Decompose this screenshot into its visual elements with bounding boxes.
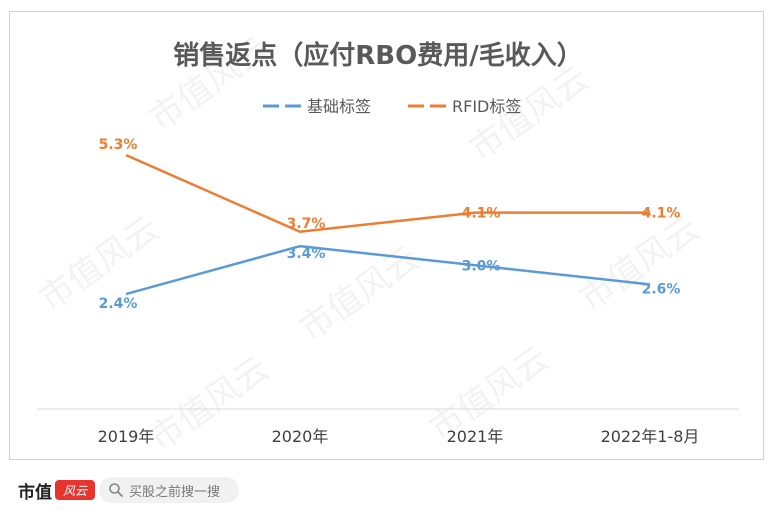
search-icon — [109, 483, 123, 497]
search-placeholder: 买股之前搜一搜 — [129, 484, 221, 500]
search-box[interactable]: 买股之前搜一搜 — [99, 477, 239, 503]
footer: 市值 风云 买股之前搜一搜 — [0, 465, 776, 514]
data-label: 3.4% — [287, 246, 326, 262]
chart-title: 销售返点（应付RBO费用/毛收入） — [173, 40, 582, 71]
data-label: 3.7% — [287, 216, 326, 232]
x-tick-label: 2019年 — [98, 427, 155, 446]
x-tick-labels: 2019年 2020年 2021年 2022年1-8月 — [98, 427, 700, 446]
data-label: 5.3% — [99, 137, 138, 153]
series-line-1 — [125, 153, 650, 234]
brand-logo[interactable]: 市值 风云 — [18, 479, 95, 503]
brand-mark: 风云 — [55, 480, 95, 500]
series-layer: 2.4% 3.4% 3.0% 2.6% 5.3% 3.7% 4.1% 4.1% — [99, 137, 681, 312]
x-tick-label: 2021年 — [447, 427, 504, 446]
x-tick-label: 2022年1-8月 — [601, 427, 700, 446]
data-label: 2.6% — [642, 281, 681, 297]
legend: 基础标签 RFID标签 — [263, 97, 521, 116]
legend-label-0: 基础标签 — [307, 97, 371, 116]
watermark-text: 市值风云 — [572, 209, 706, 320]
data-label: 4.1% — [642, 206, 681, 222]
brand-name: 市值 — [18, 482, 52, 503]
chart-card: 市值风云 市值风云 市值风云 市值风云 市值风云 市值风云 市值风云 销售返点（应付RBO费… — [9, 11, 764, 460]
data-label: 2.4% — [99, 296, 138, 312]
x-tick-label: 2020年 — [272, 427, 329, 446]
watermark-text: 市值风云 — [142, 349, 276, 460]
data-label: 3.0% — [462, 258, 501, 274]
series-line-0 — [125, 244, 651, 296]
legend-label-1: RFID标签 — [452, 97, 521, 116]
data-label: 4.1% — [462, 206, 501, 222]
